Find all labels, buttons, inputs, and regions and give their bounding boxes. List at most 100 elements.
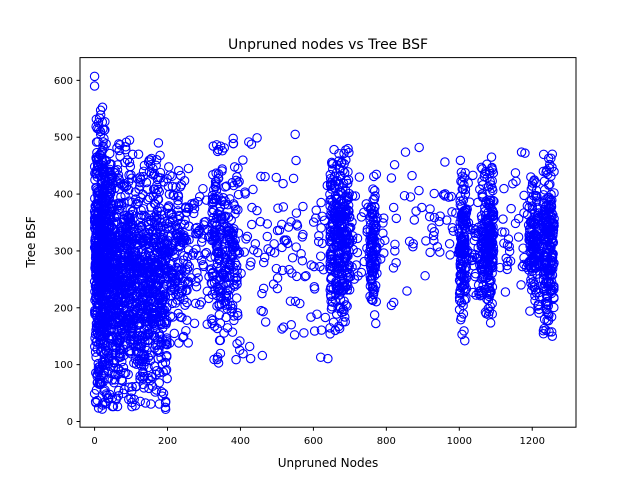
data-point (95, 319, 105, 330)
data-point (208, 197, 218, 207)
data-point (229, 311, 239, 321)
data-point (407, 170, 417, 181)
data-point (447, 207, 457, 217)
data-point (454, 304, 465, 315)
data-point (328, 212, 338, 223)
data-point (255, 216, 266, 227)
data-point (356, 267, 367, 278)
data-point (127, 209, 137, 220)
data-point (283, 222, 294, 232)
y-axis-label: Tree BSF (24, 216, 38, 268)
data-point (110, 369, 121, 380)
data-point (165, 285, 176, 295)
data-point (291, 155, 301, 166)
data-point (432, 241, 443, 252)
data-point (123, 185, 134, 195)
data-point (284, 264, 294, 275)
data-point (388, 202, 399, 213)
data-point (326, 274, 337, 284)
data-point (371, 318, 381, 329)
data-point (92, 371, 102, 382)
data-point (459, 180, 469, 190)
data-point (178, 280, 188, 291)
data-point (135, 254, 146, 265)
data-point (155, 167, 166, 178)
data-point (315, 352, 326, 363)
data-point (91, 280, 101, 290)
data-point (215, 335, 226, 346)
data-point (549, 188, 559, 198)
data-point (485, 176, 495, 187)
data-point (163, 235, 173, 246)
data-point (335, 170, 345, 181)
data-point (90, 397, 101, 407)
data-point (104, 288, 114, 299)
data-point (109, 377, 119, 388)
data-point (168, 283, 178, 294)
data-point (277, 265, 288, 276)
data-point (91, 198, 102, 209)
data-point (262, 219, 273, 229)
data-point (124, 170, 134, 180)
data-point (462, 222, 473, 232)
data-point (188, 208, 199, 219)
data-point (225, 300, 236, 311)
data-point (312, 309, 322, 319)
data-point (444, 239, 455, 249)
data-point (154, 347, 164, 357)
data-point (250, 239, 261, 249)
data-point (153, 222, 164, 232)
data-point (326, 296, 336, 307)
data-point (547, 149, 558, 160)
data-point (239, 247, 250, 257)
plot-frame (79, 57, 577, 428)
data-point (342, 285, 353, 295)
data-point (98, 137, 108, 147)
data-point (354, 172, 365, 182)
data-point (163, 263, 174, 274)
data-point (221, 312, 231, 323)
data-point (235, 336, 245, 346)
data-point (340, 145, 351, 155)
data-point (242, 231, 253, 242)
data-point (173, 273, 184, 283)
data-point (115, 151, 125, 162)
data-point (485, 301, 496, 312)
data-point (399, 190, 410, 201)
data-point (177, 264, 187, 275)
data-point (108, 343, 118, 353)
data-point (527, 281, 538, 291)
y-tick-label: 100 (54, 360, 73, 371)
data-point (112, 165, 123, 175)
data-point (258, 283, 269, 294)
data-point (167, 171, 177, 182)
data-point (333, 253, 343, 264)
data-point (499, 227, 510, 237)
data-point (278, 202, 289, 212)
data-point (106, 326, 116, 337)
data-point (341, 175, 352, 186)
data-point (112, 239, 123, 249)
data-point (101, 389, 111, 399)
data-point (546, 153, 556, 163)
data-point (137, 297, 148, 308)
data-point (347, 235, 358, 246)
data-point (151, 160, 161, 171)
data-point (441, 215, 452, 225)
data-point (506, 203, 516, 214)
data-point (315, 261, 325, 272)
data-point (137, 330, 148, 340)
data-point (486, 233, 497, 243)
data-point (126, 324, 136, 334)
data-point (375, 238, 385, 248)
data-point (229, 162, 240, 172)
data-point (104, 353, 114, 364)
data-point (144, 324, 155, 335)
data-point (159, 317, 170, 328)
data-point (287, 253, 298, 263)
data-point (113, 200, 124, 211)
data-point (135, 222, 145, 233)
data-point (484, 283, 495, 293)
data-point (127, 382, 137, 392)
data-point (529, 176, 539, 186)
